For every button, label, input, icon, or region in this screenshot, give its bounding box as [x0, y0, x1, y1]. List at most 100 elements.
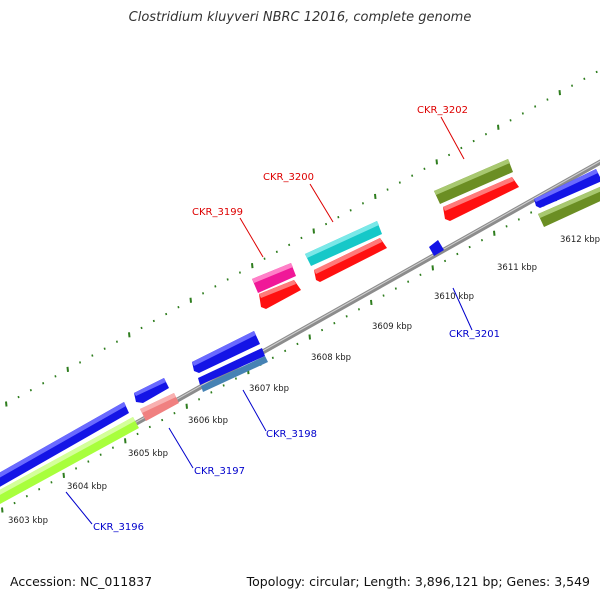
leader-line: [452, 287, 473, 331]
gene-label-ckr-3201: CKR_3201: [449, 329, 500, 340]
gene-label-ckr-3196: CKR_3196: [93, 522, 144, 533]
minor-tick: [419, 273, 422, 276]
minor-tick: [296, 342, 299, 346]
major-tick: [1, 507, 4, 513]
minor-tick: [484, 132, 487, 136]
gene-feature: [305, 221, 382, 266]
minor-tick: [238, 271, 241, 274]
minor-tick: [382, 294, 385, 297]
minor-tick: [423, 167, 426, 170]
minor-tick: [87, 460, 90, 463]
minor-tick: [111, 446, 114, 449]
genome-backbone: [0, 159, 600, 503]
minor-tick: [234, 377, 237, 380]
minor-tick: [91, 354, 94, 357]
gene-feature: [429, 240, 444, 256]
gene-feature: [198, 348, 265, 385]
leader-line: [65, 491, 93, 525]
major-tick: [308, 334, 311, 340]
major-tick: [128, 332, 131, 338]
minor-tick: [357, 308, 360, 311]
minor-tick: [263, 257, 266, 260]
gene-feature: [259, 280, 301, 309]
scale-label: 3612 kbp: [560, 235, 600, 245]
minor-tick: [288, 243, 291, 247]
minor-tick: [595, 70, 598, 74]
minor-tick: [411, 174, 414, 177]
minor-tick: [210, 391, 213, 394]
map-title: Clostridium kluyveri NBRC 12016, complet…: [128, 10, 472, 25]
gene-labels: CKR_3199 CKR_3200 CKR_3202 CKR_3196 CKR_…: [93, 105, 500, 533]
gene-feature: [201, 356, 268, 392]
minor-tick: [13, 501, 16, 505]
gene-feature: [0, 417, 139, 504]
accession-text: Accession: NC_011837: [10, 574, 153, 589]
minor-tick: [75, 467, 78, 470]
scale-label: 3611 kbp: [497, 263, 537, 273]
gene-feature: [134, 378, 169, 403]
leader-line: [440, 116, 465, 160]
scale-label: 3604 kbp: [67, 482, 107, 492]
major-tick: [374, 193, 377, 200]
gene-feature: [534, 169, 600, 208]
minor-tick: [468, 245, 471, 249]
scale-label: 3608 kbp: [311, 353, 351, 363]
gene-feature: [192, 331, 260, 373]
minor-tick: [300, 236, 303, 240]
major-tick: [370, 299, 373, 306]
minor-tick: [226, 278, 229, 281]
major-tick: [124, 438, 127, 444]
minor-tick: [325, 222, 328, 226]
minor-tick: [480, 238, 483, 242]
minor-tick: [321, 328, 324, 332]
minor-tick: [79, 361, 82, 364]
scale-label: 3609 kbp: [372, 322, 412, 332]
minor-tick: [136, 432, 139, 436]
minor-tick: [17, 395, 20, 399]
scale-label: 3607 kbp: [249, 384, 289, 394]
minor-tick: [345, 315, 348, 318]
minor-tick: [103, 347, 106, 350]
major-tick: [66, 366, 69, 373]
gene-feature: [434, 159, 513, 204]
genome-summary-text: Topology: circular; Length: 3,896,121 bp…: [246, 574, 590, 589]
major-tick: [5, 401, 8, 407]
scale-label: 3603 kbp: [8, 516, 48, 526]
major-tick: [185, 403, 188, 409]
minor-tick: [38, 488, 41, 491]
minor-tick: [509, 119, 512, 122]
major-tick: [312, 228, 315, 234]
minor-tick: [284, 349, 287, 353]
minor-tick: [398, 181, 401, 184]
minor-tick: [505, 225, 508, 228]
minor-tick: [152, 319, 155, 323]
gene-feature: [314, 238, 387, 282]
scale-label: 3606 kbp: [188, 416, 228, 426]
minor-tick: [222, 384, 225, 387]
gene-label-ckr-3202: CKR_3202: [417, 105, 468, 116]
gene-feature: [0, 402, 129, 487]
leader-line: [242, 389, 267, 432]
minor-tick: [472, 139, 475, 143]
major-tick: [435, 159, 438, 165]
minor-tick: [165, 312, 168, 316]
minor-tick: [394, 287, 397, 290]
minor-tick: [29, 388, 32, 392]
label-leader-lines: [65, 116, 473, 525]
major-tick: [431, 265, 434, 271]
minor-tick: [444, 259, 447, 263]
major-tick: [189, 297, 192, 303]
gene-feature: [538, 186, 600, 227]
minor-tick: [361, 202, 364, 205]
minor-tick: [583, 77, 586, 81]
minor-tick: [333, 321, 336, 325]
gene-feature: [443, 177, 519, 221]
minor-tick: [546, 98, 549, 101]
minor-tick: [271, 356, 274, 359]
minor-tick: [214, 285, 217, 288]
minor-tick: [50, 481, 53, 484]
minor-tick: [456, 252, 459, 256]
minor-tick: [349, 209, 352, 212]
minor-tick: [177, 305, 180, 309]
minor-tick: [148, 425, 151, 429]
